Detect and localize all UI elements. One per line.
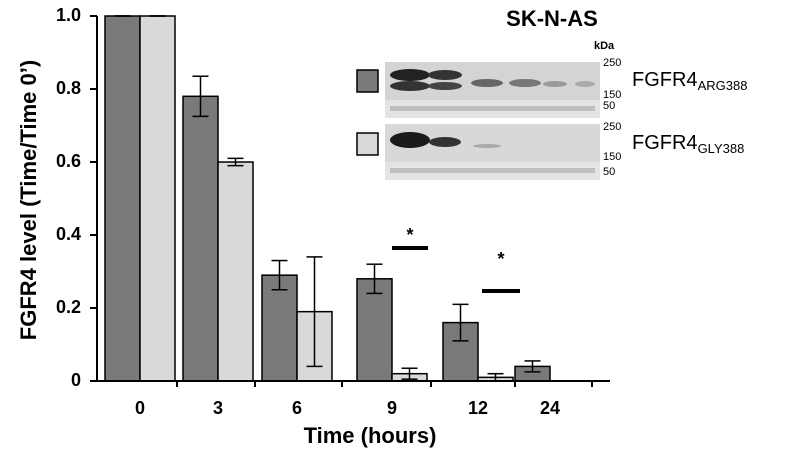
band bbox=[390, 168, 595, 173]
marker-label: 250 bbox=[603, 121, 621, 133]
y-tick-label: 1.0 bbox=[56, 5, 81, 25]
bar bbox=[104, 15, 141, 382]
x-tick-label: 0 bbox=[135, 398, 145, 418]
error-bar bbox=[524, 360, 541, 373]
band bbox=[509, 79, 541, 87]
error-bar bbox=[192, 75, 209, 118]
band bbox=[543, 81, 567, 87]
legend-name: FGFR4 bbox=[632, 69, 698, 91]
inset-title: SK-N-AS bbox=[506, 6, 598, 31]
x-tick-label: 6 bbox=[292, 398, 302, 418]
annotation: * bbox=[497, 249, 504, 269]
band bbox=[390, 81, 430, 91]
band bbox=[428, 82, 462, 90]
x-tick-label: 24 bbox=[540, 398, 560, 418]
error-bar bbox=[452, 303, 469, 342]
annotation: * bbox=[406, 225, 413, 245]
legend-swatch bbox=[356, 132, 379, 156]
legend-label: FGFR4GLY388 bbox=[632, 132, 744, 156]
error-bar bbox=[306, 256, 323, 368]
y-tick-label: 0.8 bbox=[56, 78, 81, 98]
y-tick-label: 0 bbox=[71, 370, 81, 390]
band bbox=[428, 70, 462, 80]
y-tick-label: 0.2 bbox=[56, 297, 81, 317]
x-axis-title: Time (hours) bbox=[304, 423, 437, 448]
legend-name: FGFR4 bbox=[632, 132, 698, 154]
band bbox=[471, 79, 503, 87]
x-tick-label: 9 bbox=[387, 398, 397, 418]
legend-subscript: ARG388 bbox=[698, 78, 748, 93]
legend-subscript: GLY388 bbox=[698, 141, 745, 156]
marker-label: 250 bbox=[603, 57, 621, 69]
band bbox=[390, 106, 595, 111]
error-bar bbox=[271, 259, 288, 291]
x-tick-label: 12 bbox=[468, 398, 488, 418]
band bbox=[473, 144, 501, 148]
blot bbox=[385, 62, 600, 180]
bar bbox=[139, 15, 176, 382]
bar bbox=[261, 274, 298, 382]
band bbox=[390, 69, 430, 81]
y-tick-label: 0.4 bbox=[56, 224, 81, 244]
error-bar bbox=[366, 263, 383, 295]
x-tick-label: 3 bbox=[213, 398, 223, 418]
band bbox=[429, 137, 461, 147]
error-bar bbox=[227, 157, 244, 167]
legend-label: FGFR4ARG388 bbox=[632, 69, 747, 93]
band bbox=[390, 132, 430, 148]
marker-label: 150 bbox=[603, 151, 621, 163]
bar bbox=[217, 161, 254, 382]
marker-label: 150 bbox=[603, 89, 621, 101]
error-bar bbox=[401, 367, 418, 380]
y-axis-title: FGFR4 level (Time/Time 0’) bbox=[16, 60, 41, 340]
band bbox=[575, 81, 595, 87]
bar bbox=[182, 95, 219, 382]
y-tick-label: 0.6 bbox=[56, 151, 81, 171]
marker-label: 50 bbox=[603, 100, 615, 112]
inset-unit: kDa bbox=[594, 40, 615, 52]
legend-swatch bbox=[356, 69, 379, 93]
marker-label: 50 bbox=[603, 166, 615, 178]
